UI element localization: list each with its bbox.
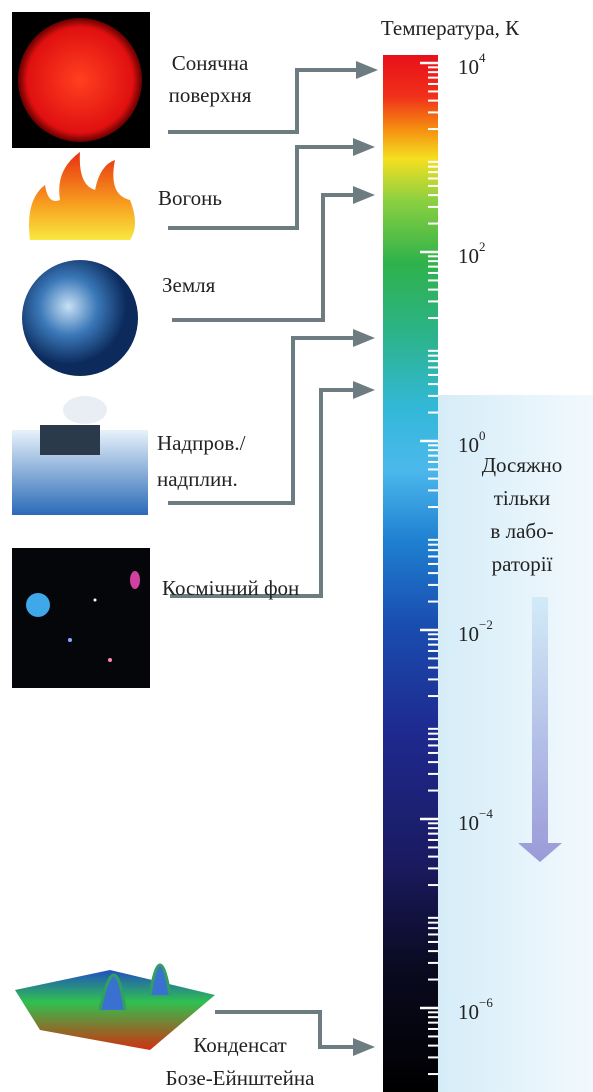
- space-image: [12, 548, 150, 688]
- nebula: [130, 571, 140, 589]
- arrows: [168, 61, 378, 1056]
- tick-exponent: 0: [479, 428, 486, 443]
- arrowhead: [356, 61, 378, 79]
- vapor: [63, 396, 107, 424]
- arrowhead: [353, 329, 375, 347]
- item-label: поверхня: [169, 83, 252, 107]
- tick-exponent: 2: [479, 239, 486, 254]
- item-label: надплин.: [157, 467, 238, 491]
- item-label: Земля: [162, 273, 216, 297]
- star: [108, 658, 112, 662]
- earth-image: [22, 260, 138, 376]
- tick-exponent: −4: [479, 806, 493, 821]
- tick-label: 104: [458, 50, 486, 79]
- lab-note: Досяжно: [482, 453, 563, 477]
- item-label: Сонячна: [172, 51, 249, 75]
- tick-exponent: −2: [479, 617, 493, 632]
- tick-base: 10: [458, 55, 479, 79]
- item-label: Надпров./: [157, 431, 246, 455]
- galaxy: [26, 593, 50, 617]
- item-label: Бозе-Ейнштейна: [166, 1066, 316, 1090]
- pictures: [12, 12, 215, 1050]
- tick-exponent: −6: [479, 995, 493, 1010]
- item-label: Конденсат: [193, 1033, 286, 1057]
- arrowhead: [353, 381, 375, 399]
- title: Температура, К: [381, 16, 520, 40]
- tick-label: 102: [458, 239, 486, 268]
- star: [68, 638, 72, 642]
- arrow: [170, 390, 357, 596]
- tick-base: 10: [458, 433, 479, 457]
- lab-note: тільки: [494, 486, 551, 510]
- arrow: [172, 195, 357, 320]
- sun-disc: [18, 18, 142, 142]
- lab-note: в лабо-: [490, 519, 553, 543]
- tick-base: 10: [458, 1000, 479, 1024]
- fire-image: [29, 152, 135, 240]
- star: [94, 599, 97, 602]
- tick-base: 10: [458, 622, 479, 646]
- arrowhead: [353, 186, 375, 204]
- arrowhead: [353, 138, 375, 156]
- magnet: [40, 425, 100, 455]
- tick-base: 10: [458, 244, 479, 268]
- item-label: Вогонь: [158, 186, 222, 210]
- figure: 10410210010−210−410−6 Температура, К Сон…: [0, 0, 593, 1092]
- tick-base: 10: [458, 811, 479, 835]
- lab-note: раторії: [492, 552, 553, 576]
- arrowhead: [353, 1038, 375, 1056]
- item-label: Космічний фон: [162, 576, 299, 600]
- tick-exponent: 4: [479, 50, 486, 65]
